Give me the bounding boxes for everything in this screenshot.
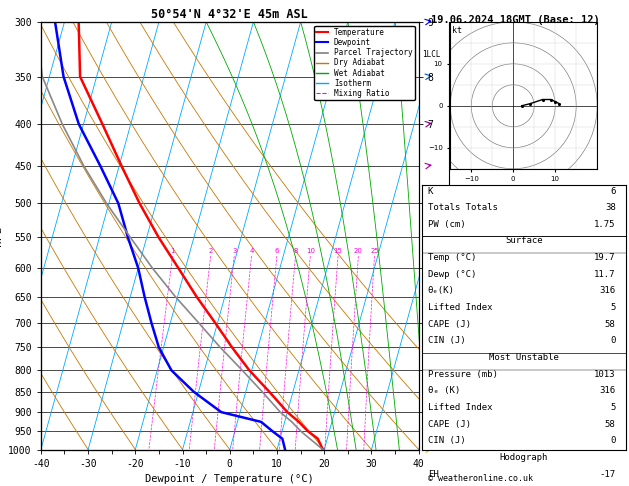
Text: kt: kt — [452, 26, 462, 35]
Text: 3: 3 — [232, 248, 237, 254]
Text: 1LCL: 1LCL — [423, 50, 441, 59]
Text: 1.75: 1.75 — [594, 220, 616, 229]
Text: -17: -17 — [599, 469, 616, 479]
Text: 316: 316 — [599, 286, 616, 295]
Text: Pressure (mb): Pressure (mb) — [428, 370, 498, 379]
Title: 50°54'N 4°32'E 45m ASL: 50°54'N 4°32'E 45m ASL — [152, 8, 308, 21]
Text: 6: 6 — [610, 187, 616, 195]
Text: 8: 8 — [293, 248, 298, 254]
Text: 6: 6 — [275, 248, 279, 254]
Text: K: K — [428, 187, 433, 195]
Text: Lifted Index: Lifted Index — [428, 403, 493, 412]
Text: θₑ(K): θₑ(K) — [428, 286, 455, 295]
Text: 316: 316 — [599, 386, 616, 396]
Text: 0: 0 — [610, 436, 616, 445]
Text: 15: 15 — [333, 248, 342, 254]
Text: Hodograph: Hodograph — [499, 453, 548, 462]
Text: Most Unstable: Most Unstable — [489, 353, 559, 362]
Legend: Temperature, Dewpoint, Parcel Trajectory, Dry Adiabat, Wet Adiabat, Isotherm, Mi: Temperature, Dewpoint, Parcel Trajectory… — [314, 26, 415, 100]
Text: 4: 4 — [249, 248, 253, 254]
Text: 2: 2 — [208, 248, 213, 254]
Text: 1: 1 — [170, 248, 175, 254]
Text: CIN (J): CIN (J) — [428, 436, 465, 445]
Text: θₑ (K): θₑ (K) — [428, 386, 460, 396]
X-axis label: Dewpoint / Temperature (°C): Dewpoint / Temperature (°C) — [145, 474, 314, 484]
Text: 0: 0 — [610, 336, 616, 346]
Text: Lifted Index: Lifted Index — [428, 303, 493, 312]
Text: CIN (J): CIN (J) — [428, 336, 465, 346]
Text: 20: 20 — [354, 248, 363, 254]
Text: CAPE (J): CAPE (J) — [428, 420, 470, 429]
Y-axis label: Mixing Ratio (g/kg): Mixing Ratio (g/kg) — [469, 188, 477, 283]
Text: 58: 58 — [605, 420, 616, 429]
Text: 19.7: 19.7 — [594, 253, 616, 262]
Text: EH: EH — [428, 469, 438, 479]
Text: © weatheronline.co.uk: © weatheronline.co.uk — [428, 474, 533, 483]
Text: 38: 38 — [605, 203, 616, 212]
Text: 25: 25 — [370, 248, 379, 254]
Text: Surface: Surface — [505, 237, 543, 245]
Text: 1013: 1013 — [594, 370, 616, 379]
Y-axis label: km
ASL: km ASL — [444, 225, 462, 246]
Text: Dewp (°C): Dewp (°C) — [428, 270, 476, 279]
Y-axis label: hPa: hPa — [0, 226, 3, 246]
Text: 19.06.2024 18GMT (Base: 12): 19.06.2024 18GMT (Base: 12) — [431, 15, 600, 25]
Text: CAPE (J): CAPE (J) — [428, 320, 470, 329]
Text: Totals Totals: Totals Totals — [428, 203, 498, 212]
Text: 5: 5 — [610, 403, 616, 412]
Text: PW (cm): PW (cm) — [428, 220, 465, 229]
Text: 11.7: 11.7 — [594, 270, 616, 279]
Text: 10: 10 — [306, 248, 314, 254]
Text: 5: 5 — [610, 303, 616, 312]
Text: 58: 58 — [605, 320, 616, 329]
Text: Temp (°C): Temp (°C) — [428, 253, 476, 262]
